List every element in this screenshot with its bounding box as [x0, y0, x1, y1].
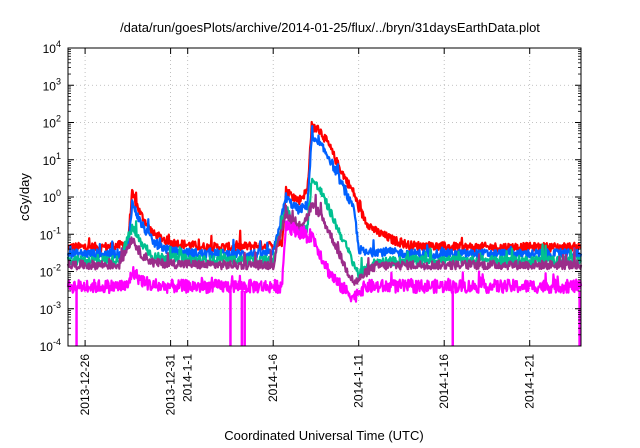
chart-title: /data/run/goesPlots/archive/2014-01-25/f… — [120, 20, 540, 35]
x-axis-label: Coordinated Universal Time (UTC) — [224, 428, 423, 443]
x-tick-label: 2014-1-16 — [437, 354, 451, 409]
x-tick-label: 2013-12-31 — [164, 354, 178, 416]
series-line-1 — [66, 124, 583, 260]
y-axis: 10-4 10-3 10-2 10-1 100 101 102 103 104 — [40, 39, 581, 354]
y-tick-label: 104 — [43, 39, 61, 56]
y-tick-label: 103 — [43, 76, 61, 93]
x-tick-label: 2014-1-6 — [266, 354, 280, 402]
series-line-0 — [67, 120, 582, 253]
y-tick-label: 10-1 — [40, 225, 61, 242]
y-axis-label: cGy/day — [17, 173, 32, 221]
x-tick-label: 2013-12-26 — [78, 354, 92, 416]
x-axis: 2013-12-26 2013-12-31 2014-1-1 2014-1-6 2014… — [78, 48, 537, 415]
x-tick-label: 2014-1-1 — [181, 354, 195, 402]
x-tick-label: 2014-1-11 — [352, 354, 366, 408]
y-tick-label: 100 — [43, 188, 61, 205]
x-tick-label: 2014-1-21 — [523, 354, 537, 409]
plot-area — [66, 120, 583, 346]
series-line-4 — [66, 220, 583, 303]
y-tick-label: 101 — [43, 151, 61, 168]
y-tick-label: 10-3 — [40, 300, 61, 317]
series-line-3 — [66, 193, 583, 286]
y-tick-label: 102 — [43, 114, 61, 131]
y-tick-label: 10-2 — [40, 263, 61, 280]
y-tick-label: 10-4 — [40, 337, 61, 354]
